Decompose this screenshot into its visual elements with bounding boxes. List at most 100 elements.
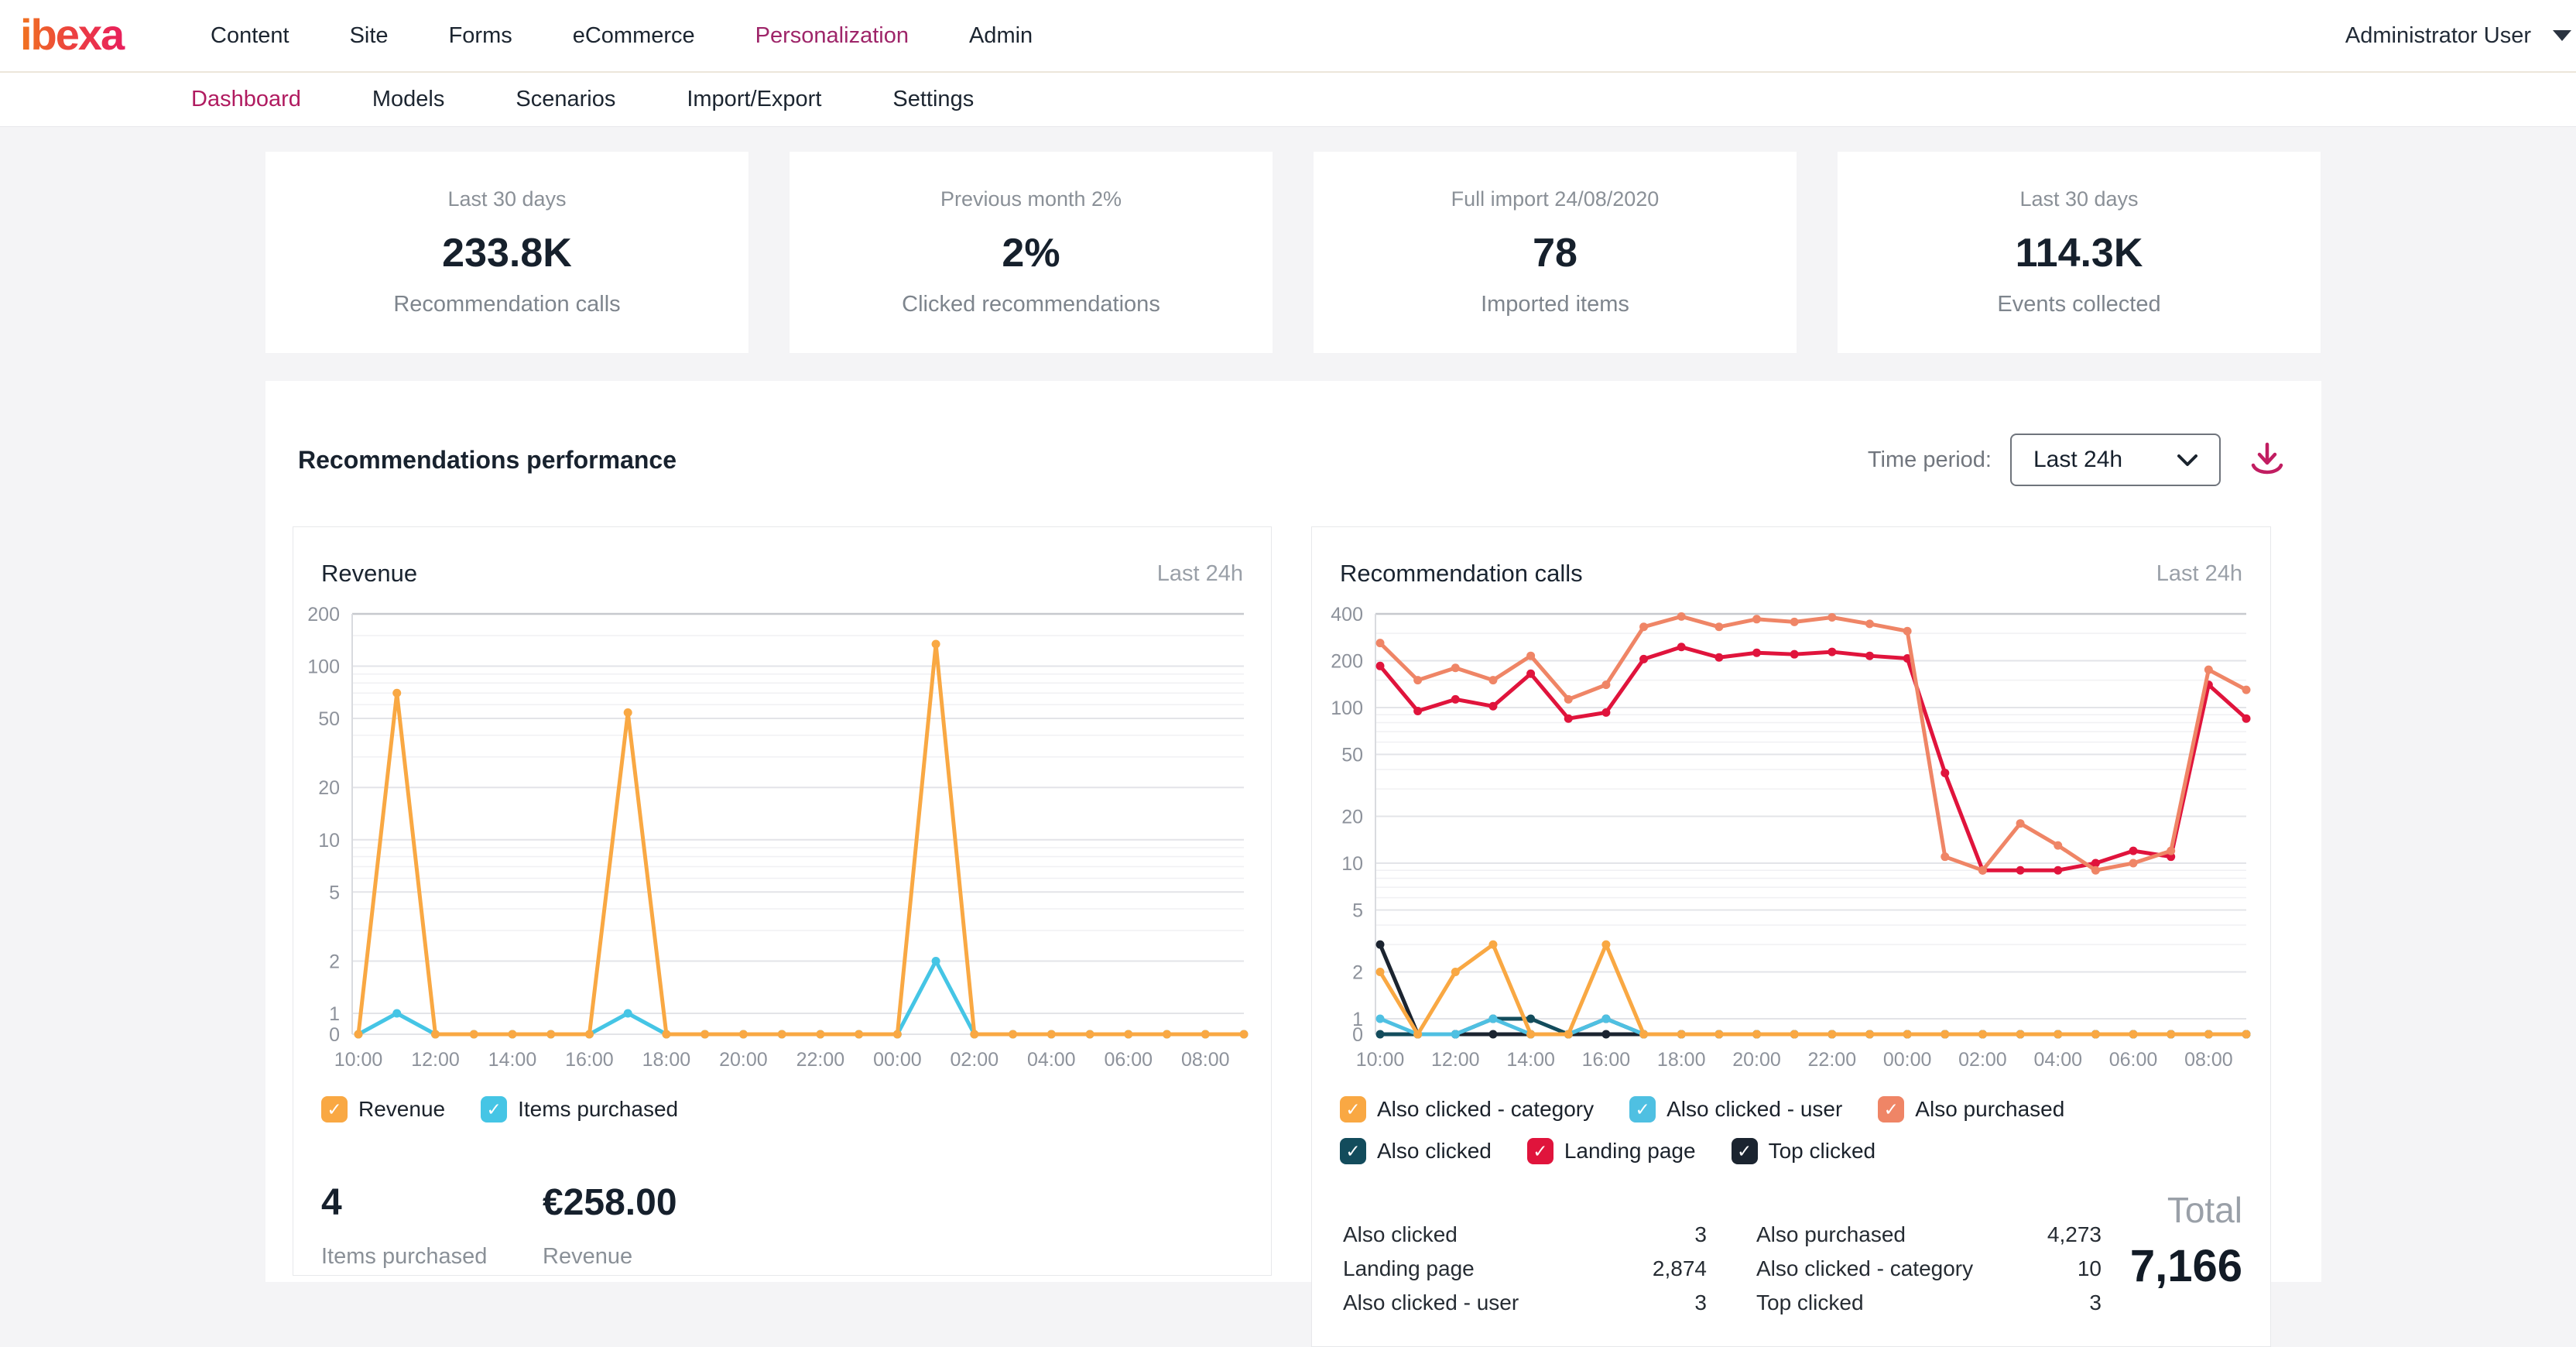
svg-text:0: 0 [1352,1024,1363,1046]
legend-label: Top clicked [1768,1139,1876,1163]
top-nav-item-forms[interactable]: Forms [448,22,512,48]
logo-text: ibexa [20,11,125,59]
stat-period: Last 30 days [447,187,567,211]
legend-item-revenue[interactable]: ✓ Revenue [321,1096,445,1122]
svg-text:16:00: 16:00 [1582,1049,1631,1071]
table-label: Also clicked - user [1343,1290,1519,1314]
svg-text:08:00: 08:00 [1181,1049,1230,1071]
stat-value: 233.8K [442,231,572,276]
recommendation-calls-chart: 400 200 100 50 20 10 5 2 10 10:00 12:00 14:00 16:00 1… [1331,604,2251,1071]
legend-item-also-purchased[interactable]: ✓ Also purchased [1878,1096,2064,1122]
svg-text:20:00: 20:00 [1732,1049,1781,1071]
user-menu[interactable]: Administrator User [2345,23,2571,49]
table-value: 4,273 [2047,1222,2102,1246]
stat-label: Events collected [1997,292,2161,317]
svg-text:1: 1 [1352,1009,1363,1030]
sub-nav-item-settings[interactable]: Settings [892,87,975,111]
svg-text:08:00: 08:00 [2184,1049,2233,1071]
table-value: 3 [1694,1222,1707,1246]
table-value: 10 [2077,1256,2102,1280]
svg-text:10:00: 10:00 [1356,1049,1405,1071]
svg-text:400: 400 [1331,604,1363,626]
time-period-select[interactable]: Last 24h [2010,434,2221,486]
legend-label: Also purchased [1915,1097,2065,1121]
stat-card-clicked-recommendations: Previous month 2% 2% Clicked recommendatio… [790,152,1273,353]
svg-text:14:00: 14:00 [488,1049,537,1071]
svg-text:04:00: 04:00 [1027,1049,1076,1071]
recommendation-calls-table: Also clicked 3 Also purchased 4,273 Landing … [1343,1222,2102,1315]
svg-text:22:00: 22:00 [1808,1049,1857,1071]
svg-text:00:00: 00:00 [1883,1049,1932,1071]
svg-text:06:00: 06:00 [1105,1049,1153,1071]
chevron-down-icon [2553,30,2571,41]
table-value: 2,874 [1652,1256,1707,1280]
chevron-down-icon [2177,447,2197,473]
top-nav-item-admin[interactable]: Admin [968,22,1033,48]
time-period-value: Last 24h [2033,447,2123,472]
legend-item-also-clicked-user[interactable]: ✓ Also clicked - user [1629,1096,1842,1122]
table-label: Also purchased [1756,1222,1906,1246]
sub-nav-item-scenarios[interactable]: Scenarios [516,87,616,111]
stat-card-recommendation-calls: Last 30 days 233.8K Recommendation calls [265,152,748,353]
svg-text:50: 50 [318,708,340,730]
top-nav-item-personalization[interactable]: Personalization [755,22,909,48]
legend-item-also-clicked-category[interactable]: ✓ Also clicked - category [1340,1096,1594,1122]
summary-value: 4 [321,1182,342,1223]
checkbox-checked-icon: ✓ [1340,1138,1366,1164]
checkbox-checked-icon: ✓ [1526,1138,1553,1164]
sub-nav-item-dashboard[interactable]: Dashboard [191,87,301,111]
revenue-legend: ✓ Revenue ✓ Items purchased [321,1096,678,1122]
recommendation-calls-legend: ✓ Also clicked - category ✓ Also clicked - … [1340,1096,2238,1164]
download-icon[interactable] [2245,438,2289,482]
svg-text:200: 200 [1331,651,1363,673]
section-title: Recommendations performance [298,445,677,474]
revenue-summary: 4 Items purchased €258.00 Revenue [321,1181,677,1270]
top-bar: ibexa Content Site Forms eCommerce Personali… [0,0,2576,71]
top-nav-item-ecommerce[interactable]: eCommerce [572,22,695,48]
recommendations-performance-section: Recommendations performance Time period:… [265,381,2321,1347]
table-label: Landing page [1343,1256,1475,1280]
table-value: 3 [1694,1290,1707,1314]
legend-label: Also clicked [1377,1139,1492,1163]
svg-text:00:00: 00:00 [873,1049,922,1071]
summary-label: Revenue [543,1244,633,1269]
panel-range-label: Last 24h [2156,561,2242,586]
stat-label: Recommendation calls [393,292,621,317]
legend-item-top-clicked[interactable]: ✓ Top clicked [1731,1138,1876,1164]
svg-text:22:00: 22:00 [796,1049,845,1071]
sub-nav-item-import-export[interactable]: Import/Export [687,87,822,111]
legend-label: Also clicked - user [1667,1097,1843,1121]
stat-value: 2% [1002,231,1060,276]
checkbox-checked-icon: ✓ [321,1096,348,1122]
svg-text:10: 10 [1341,853,1363,875]
svg-text:10: 10 [318,830,340,852]
ibexa-logo[interactable]: ibexa [20,10,167,60]
checkbox-checked-icon: ✓ [1629,1096,1656,1122]
sub-nav-item-models[interactable]: Models [372,87,445,111]
table-label: Also clicked [1343,1222,1458,1246]
svg-text:2: 2 [329,951,340,972]
svg-text:02:00: 02:00 [1958,1049,2007,1071]
total-value: 7,166 [2129,1241,2242,1291]
table-value: 3 [2089,1290,2102,1314]
top-nav-item-site[interactable]: Site [349,22,389,48]
svg-text:04:00: 04:00 [2033,1049,2082,1071]
stat-period: Previous month 2% [940,187,1122,211]
revenue-chart: 200 100 50 20 10 5 2 10 10:00 12:00 14:00 16:00 18:0… [307,604,1249,1071]
svg-text:100: 100 [307,656,340,678]
checkbox-checked-icon: ✓ [1878,1096,1905,1122]
legend-item-also-clicked[interactable]: ✓ Also clicked [1340,1138,1492,1164]
svg-text:5: 5 [329,882,340,903]
section-header: Recommendations performance Time period:… [298,432,2289,488]
total-label: Total [2167,1190,2242,1230]
svg-text:20: 20 [318,777,340,799]
stat-label: Imported items [1481,292,1629,317]
top-nav-item-content[interactable]: Content [211,22,289,48]
legend-item-items-purchased[interactable]: ✓ Items purchased [481,1096,678,1122]
summary-label: Items purchased [321,1244,488,1269]
summary-value: €258.00 [543,1182,677,1223]
stat-cards-row: Last 30 days 233.8K Recommendation calls Pr… [265,152,2321,353]
legend-item-landing-page[interactable]: ✓ Landing page [1526,1138,1696,1164]
stat-period: Last 30 days [2019,187,2139,211]
table-label: Top clicked [1756,1290,1864,1314]
